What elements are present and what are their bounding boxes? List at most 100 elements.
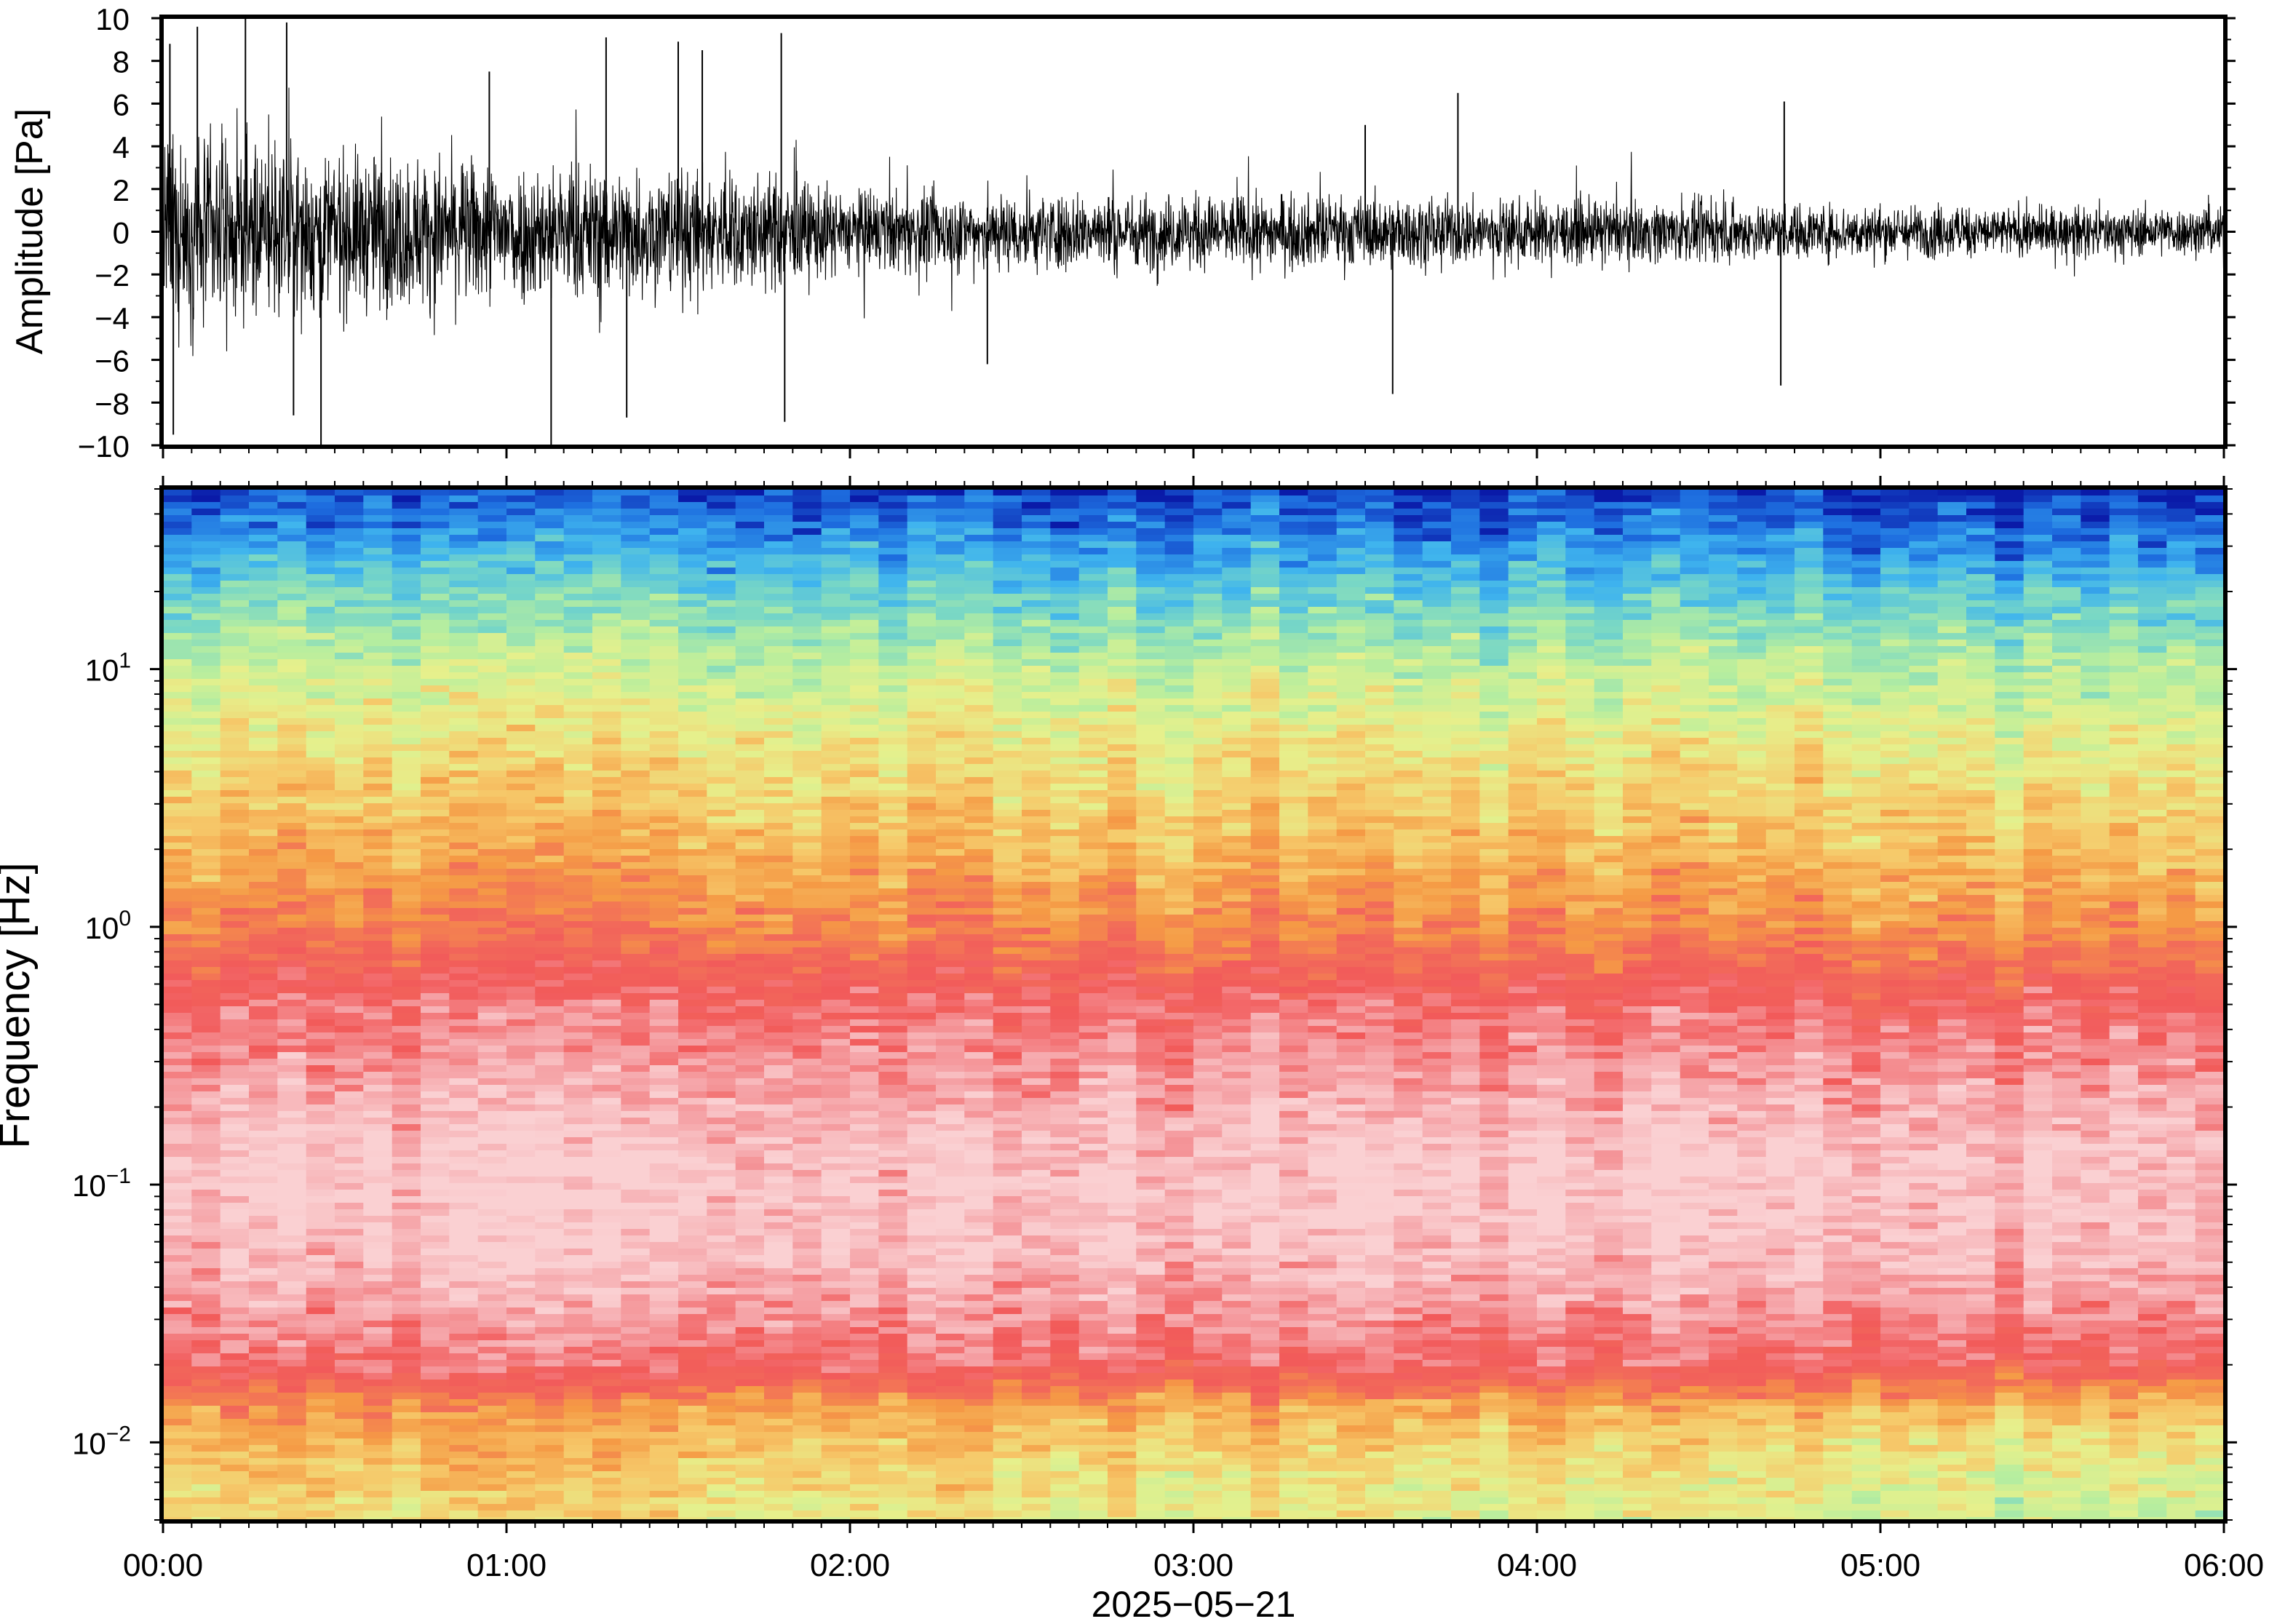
spectrogram-cell: [964, 1307, 994, 1315]
spectrogram-cell: [878, 1275, 908, 1282]
spectrogram-cell: [477, 1281, 507, 1289]
spectrogram-cell: [220, 875, 250, 883]
spectrogram-cell: [735, 1327, 765, 1334]
spectrogram-cell: [993, 1386, 1022, 1393]
spectrogram-cell: [621, 1137, 651, 1145]
spectrogram-cell: [363, 1288, 393, 1295]
spectrogram-cell: [850, 1334, 879, 1341]
spectrogram-cell: [563, 515, 593, 522]
spectrogram-cell: [191, 764, 221, 771]
spectrogram-cell: [707, 679, 736, 686]
spectrogram-cell: [792, 790, 822, 797]
spectrogram-cell: [1022, 967, 1051, 974]
spectrogram-cell: [535, 1517, 565, 1520]
spectrogram-cell: [678, 1360, 707, 1367]
spectrogram-cell: [249, 581, 278, 588]
spectrogram-cell: [249, 810, 278, 817]
spectrogram-cell: [735, 1052, 765, 1059]
spectrogram-cell: [363, 535, 393, 542]
spectrogram-cell: [735, 1262, 765, 1269]
spectrogram-cell: [792, 921, 822, 928]
spectrogram-cell: [249, 1131, 278, 1138]
spectrogram-cell: [220, 705, 250, 712]
spectrogram-cell: [535, 528, 565, 536]
spectrogram-cell: [191, 1072, 221, 1079]
spectrogram-cell: [421, 790, 450, 797]
spectrogram-cell: [964, 849, 994, 856]
spectrogram-cell: [649, 1458, 679, 1465]
spectrogram-cell: [535, 1104, 565, 1112]
spectrogram-cell: [249, 1327, 278, 1334]
spectrogram-cell: [993, 1006, 1022, 1014]
spectrogram-cell: [649, 489, 679, 496]
spectrogram-cell: [306, 1085, 335, 1092]
spectrogram-cell: [535, 928, 565, 935]
spectrogram-cell: [964, 784, 994, 791]
spectrogram-cell: [850, 594, 879, 601]
spectrogram-cell: [306, 705, 335, 712]
spectrogram-cell: [621, 1307, 651, 1315]
spectrogram-cell: [306, 1104, 335, 1112]
spectrogram-cell: [506, 1124, 536, 1131]
spectrogram-cell: [792, 1078, 822, 1086]
spectrogram-cell: [335, 843, 364, 850]
spectrogram-cell: [335, 1412, 364, 1420]
spectrogram-cell: [1022, 856, 1051, 863]
spectrogram-cell: [563, 1275, 593, 1282]
spectrogram-cell: [249, 515, 278, 522]
spectrogram-cell: [735, 712, 765, 719]
spectrogram-cell: [449, 1353, 479, 1361]
spectrogram-cell: [477, 1452, 507, 1459]
spectrogram-cell: [477, 1046, 507, 1053]
spectrogram-cell: [1022, 797, 1051, 804]
spectrogram-cell: [191, 790, 221, 797]
spectrogram-cell: [993, 1438, 1022, 1446]
spectrogram-cell: [363, 875, 393, 883]
spectrogram-cell: [249, 1006, 278, 1014]
spectrogram-cell: [764, 1386, 793, 1393]
spectrogram-cell: [907, 921, 937, 928]
spectrogram-cell: [363, 1517, 393, 1520]
spectrogram-cell: [792, 1157, 822, 1164]
spectrogram-cell: [649, 1196, 679, 1203]
spectrogram-cell: [421, 705, 450, 712]
spectrogram-cell: [392, 921, 421, 928]
spectrogram-cell: [621, 1262, 651, 1269]
spectrogram-cell: [936, 626, 965, 634]
spectrogram-cell: [592, 954, 621, 961]
spectrogram-cell: [850, 1118, 879, 1125]
spectrogram-cell: [477, 1006, 507, 1014]
spectrogram-cell: [592, 810, 621, 817]
spectrogram-cell: [220, 489, 250, 496]
spectrogram-cell: [821, 1249, 851, 1256]
spectrogram-cell: [363, 515, 393, 522]
spectrogram-cell: [821, 1170, 851, 1177]
spectrogram-cell: [535, 489, 565, 496]
spectrogram-cell: [535, 816, 565, 824]
spectrogram-cell: [506, 1078, 536, 1086]
spectrogram-cell: [392, 509, 421, 516]
spectrogram-cell: [993, 1085, 1022, 1092]
spectrogram-cell: [535, 1347, 565, 1354]
spectrogram-cell: [306, 1078, 335, 1086]
spectrogram-cell: [306, 1373, 335, 1380]
spectrogram-cell: [821, 620, 851, 627]
spectrogram-cell: [621, 679, 651, 686]
spectrogram-cell: [506, 495, 536, 503]
spectrogram-cell: [850, 974, 879, 981]
spectrogram-cell: [249, 1412, 278, 1420]
spectrogram-cell: [649, 1366, 679, 1374]
spectrogram-cell: [792, 1039, 822, 1046]
spectrogram-cell: [649, 1052, 679, 1059]
spectrogram-cell: [621, 1000, 651, 1007]
spectrogram-cell: [707, 1262, 736, 1269]
spectrogram-cell: [707, 908, 736, 915]
spectrogram-cell: [449, 803, 479, 811]
spectrogram-cell: [163, 725, 192, 732]
spectrogram-cell: [191, 823, 221, 830]
spectrogram-cell: [220, 712, 250, 719]
spectrogram-cell: [306, 633, 335, 640]
spectrogram-cell: [191, 712, 221, 719]
spectrogram-cell: [878, 1222, 908, 1230]
